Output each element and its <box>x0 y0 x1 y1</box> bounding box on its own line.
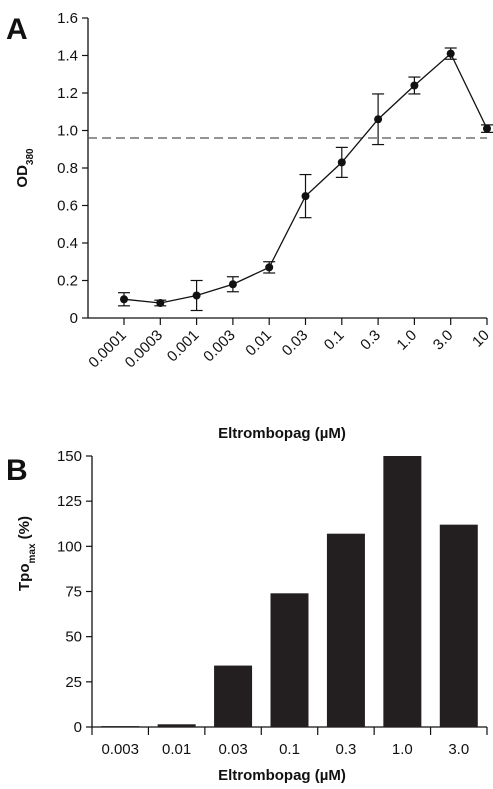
panel-a-x-tick-label: 0.003 <box>200 327 239 366</box>
panel-b-x-tick-label: 0.01 <box>162 741 191 758</box>
panel-a-x-tick-label: 0.0003 <box>122 327 166 371</box>
panel-a-x-axis-title: Eltrombopag (µM) <box>218 425 346 442</box>
panel-a-y-axis-title-main: OD <box>14 165 31 188</box>
panel-a-data-point <box>337 158 346 167</box>
panel-a-data-point <box>228 280 237 289</box>
panel-b-y-tick-label: 100 <box>57 538 82 555</box>
panel-b-bar <box>214 665 253 727</box>
panel-a-data-point <box>120 295 128 304</box>
panel-b-y-ticks: 0 25 50 75 100 125 150 <box>57 448 92 736</box>
panel-a-x-tick-label: 1.0 <box>393 327 420 354</box>
panel-a-x-tick-label: 0.01 <box>242 327 275 360</box>
panel-b-y-axis-title: Tpomax (%) <box>16 516 38 591</box>
panel-a-data-point <box>483 124 491 133</box>
panel-b-bars <box>101 456 478 727</box>
panel-b-bar <box>383 456 422 727</box>
panel-b-x-tick-label: 0.1 <box>279 741 300 758</box>
panel-b-y-tick-label: 150 <box>57 448 82 465</box>
panel-b-bar-chart: B 0 25 50 75 100 125 150 0.003 0.01 0.03 0.1 0.3 1.… <box>6 448 488 784</box>
panel-a-y-tick-label: 0 <box>70 310 78 327</box>
panel-a-y-axis-title: OD380 <box>14 148 36 188</box>
panel-a-data-point <box>265 263 274 272</box>
panel-a-data-point <box>374 115 383 124</box>
panel-a-x-tick-label: 0.03 <box>279 327 312 360</box>
panel-b-x-tick-label: 1.0 <box>392 741 413 758</box>
panel-a-x-tick-label: 10 <box>469 327 493 351</box>
panel-a-x-tick-label: 0.1 <box>321 327 348 354</box>
panel-a-data-point <box>301 192 310 201</box>
panel-a-x-tick-label: 3.0 <box>430 327 457 354</box>
panel-b-x-tick-label: 3.0 <box>448 741 469 758</box>
panel-a-line-chart: A 0 0.2 0.4 0.6 0.8 1.0 1.2 1.4 1.6 0.00010.0003… <box>6 10 493 442</box>
panel-b-bar <box>326 533 365 727</box>
panel-b-y-tick-label: 50 <box>65 629 82 646</box>
panel-b-y-axis-title-sub: max <box>27 543 38 563</box>
panel-a-y-tick-label: 1.4 <box>57 48 78 65</box>
panel-b-bar <box>101 726 140 727</box>
panel-b-x-axis-title: Eltrombopag (µM) <box>218 767 346 784</box>
panel-b-y-tick-label: 0 <box>74 719 82 736</box>
panel-a-x-tick-label: 0.001 <box>164 327 203 366</box>
panel-b-x-tick-label: 0.003 <box>101 741 139 758</box>
panel-b-bar <box>157 724 196 727</box>
panel-b-x-ticks: 0.003 0.01 0.03 0.1 0.3 1.0 3.0 <box>91 727 488 758</box>
panel-b-x-tick-label: 0.3 <box>335 741 356 758</box>
panel-a-y-axis-title-sub: 380 <box>25 148 36 165</box>
panel-a-y-tick-label: 0.4 <box>57 235 78 252</box>
panel-b-y-tick-label: 125 <box>57 493 82 510</box>
panel-b-bar <box>270 593 309 727</box>
panel-b-y-tick-label: 25 <box>65 674 82 691</box>
panel-a-letter: A <box>6 13 28 46</box>
panel-a-data-point <box>156 299 165 307</box>
panel-a-y-tick-label: 1.2 <box>57 85 78 102</box>
panel-a-points <box>118 47 493 312</box>
panel-a-y-tick-label: 1.0 <box>57 123 78 140</box>
panel-a-data-point <box>192 291 201 300</box>
panel-b-y-tick-label: 75 <box>65 584 82 601</box>
panel-a-y-ticks: 0 0.2 0.4 0.6 0.8 1.0 1.2 1.4 1.6 <box>57 10 88 327</box>
panel-a-data-point <box>446 49 455 58</box>
panel-a-x-tick-label: 0.0001 <box>85 327 129 371</box>
panel-a-x-tick-label: 0.3 <box>357 327 384 354</box>
panel-a-y-tick-label: 0.6 <box>57 198 78 215</box>
panel-a-data-point <box>410 81 419 90</box>
panel-a-y-tick-label: 0.8 <box>57 160 78 177</box>
panel-b-y-axis-title-main: Tpo <box>16 564 33 592</box>
panel-b-letter: B <box>6 454 28 487</box>
panel-b-y-axis-title-unit: (%) <box>16 516 33 544</box>
panel-b-x-tick-label: 0.03 <box>218 741 247 758</box>
panel-a-y-tick-label: 0.2 <box>57 273 78 290</box>
panel-a-y-tick-label: 1.6 <box>57 10 78 27</box>
panel-a-axes <box>87 18 487 319</box>
panel-b-bar <box>439 524 478 727</box>
